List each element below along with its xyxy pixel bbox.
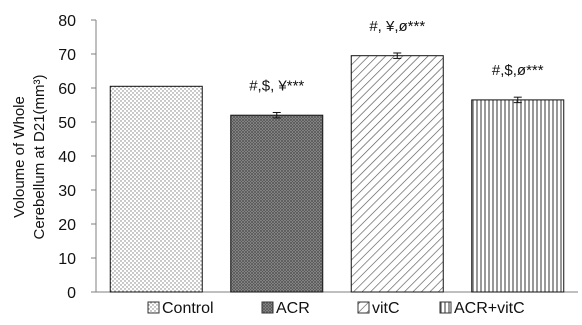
legend: Control ACR vitC ACR+vitC	[147, 300, 525, 317]
legend-swatch	[261, 301, 274, 314]
y-tick-label: 20	[58, 217, 76, 234]
legend-swatch	[439, 301, 452, 314]
legend-label: ACR	[276, 300, 310, 317]
bar-vitc	[350, 55, 444, 293]
error-bars	[272, 52, 522, 119]
y-tick-label: 80	[58, 13, 76, 30]
y-tick-label: 40	[58, 149, 76, 166]
y-axis-title-line-1: Voloume of Whole	[11, 96, 28, 218]
legend-label: ACR+vitC	[454, 300, 525, 317]
legend-swatch	[357, 301, 370, 314]
y-tick-label: 70	[58, 47, 76, 64]
bar-acr	[230, 114, 324, 293]
y-tick-label: 0	[67, 285, 76, 302]
y-tick-label: 60	[58, 81, 76, 98]
bar-annotations: #,$, ¥*** #, ¥,ø*** #,$,ø***	[249, 18, 544, 95]
y-axis-title-line-2: Cerebellum at D21(mm³)	[31, 74, 48, 239]
y-axis-ticks: 0 10 20 30 40 50 60 70 80	[58, 13, 96, 302]
bar-annotation: #,$,ø***	[492, 62, 544, 79]
legend-swatch	[147, 301, 160, 314]
bar-annotation: #,$, ¥***	[249, 77, 304, 94]
legend-label: Control	[162, 300, 214, 317]
bar-control	[109, 85, 203, 293]
y-tick-label: 50	[58, 115, 76, 132]
y-tick-label: 30	[58, 183, 76, 200]
bar-acr-vitc	[471, 99, 565, 293]
bars	[109, 55, 565, 293]
bar-annotation: #, ¥,ø***	[369, 18, 425, 35]
y-tick-label: 10	[58, 251, 76, 268]
legend-label: vitC	[372, 300, 400, 317]
